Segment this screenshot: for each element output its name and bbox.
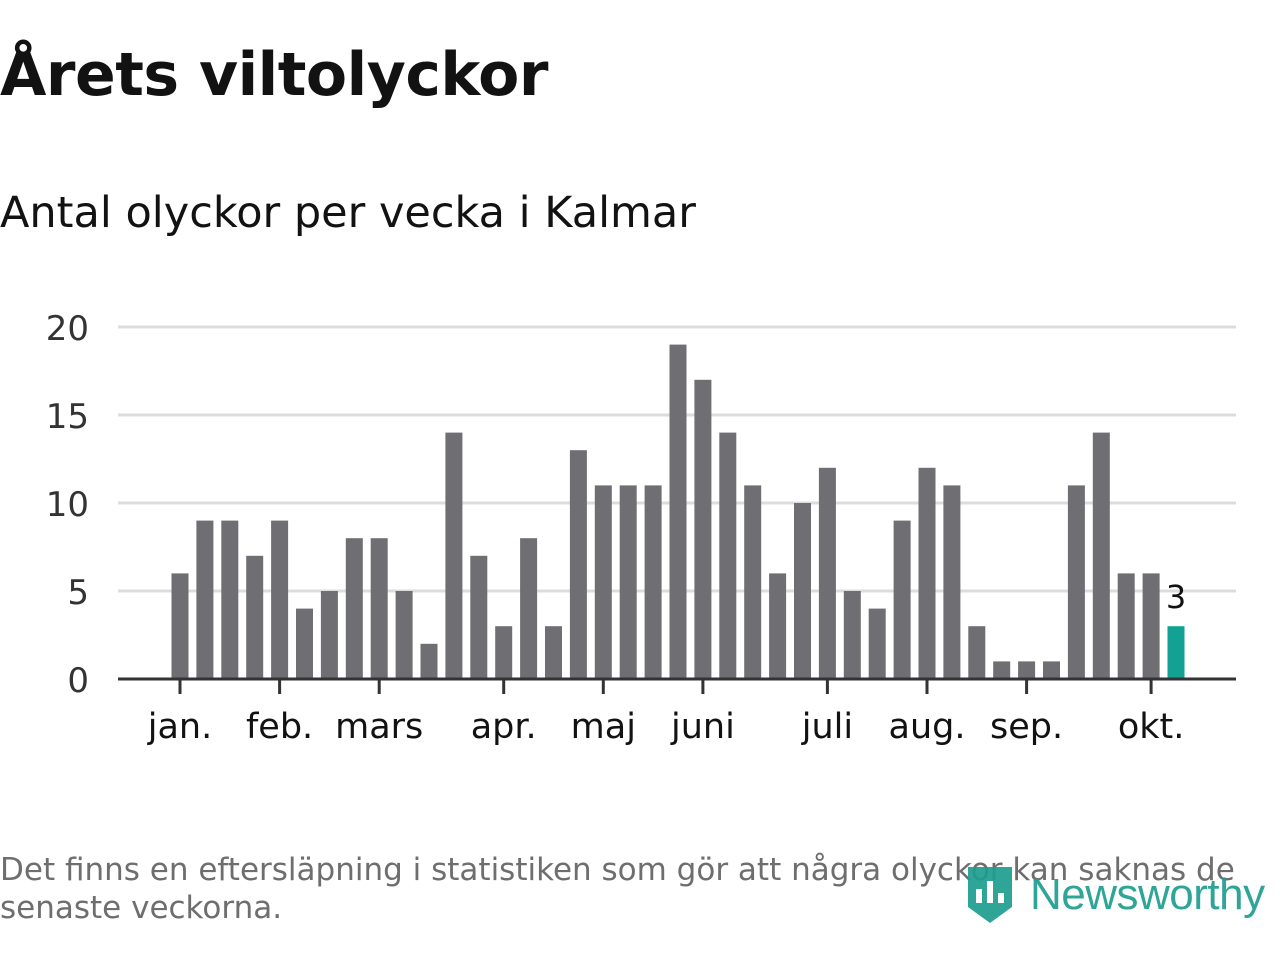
bar <box>993 661 1011 679</box>
bar <box>918 467 936 679</box>
bar <box>1092 432 1110 679</box>
x-tick-label: mars <box>335 707 423 747</box>
bar <box>221 520 239 679</box>
bar <box>669 344 687 679</box>
y-tick-label: 10 <box>46 485 89 525</box>
y-tick-label: 0 <box>67 661 89 701</box>
bar <box>569 450 587 679</box>
bar <box>495 626 513 679</box>
bar <box>320 591 338 679</box>
bar <box>818 467 836 679</box>
bar <box>694 379 712 679</box>
bar <box>246 555 264 679</box>
bar <box>420 643 438 679</box>
chart-title: Årets viltolyckor <box>0 40 549 110</box>
bar-highlight <box>1167 626 1185 679</box>
bar <box>644 485 662 679</box>
x-tick-label: juli <box>801 707 853 747</box>
bar <box>794 503 811 679</box>
brand-name: Newsworthy <box>1030 870 1265 919</box>
bar <box>271 520 289 679</box>
bar <box>445 432 463 679</box>
x-tick-label: maj <box>571 707 636 747</box>
bar <box>868 608 886 679</box>
data-label-latest: 3 <box>1166 578 1186 616</box>
data-labels: 3 <box>1166 578 1186 616</box>
x-tick-label: apr. <box>471 707 537 747</box>
bar <box>943 485 961 679</box>
bar <box>345 538 363 679</box>
bar <box>769 573 787 679</box>
y-tick-label: 20 <box>46 309 89 349</box>
bar <box>196 520 214 679</box>
bar <box>594 485 612 679</box>
bar <box>968 626 986 679</box>
bar <box>1142 573 1160 679</box>
y-tick-label: 5 <box>67 573 89 613</box>
y-tick-label: 15 <box>46 397 89 437</box>
bar <box>1043 661 1060 679</box>
bar <box>744 485 762 679</box>
x-tick-label: juni <box>670 707 735 747</box>
bar <box>619 485 637 679</box>
chart-subtitle: Antal olyckor per vecka i Kalmar <box>0 188 696 238</box>
bar <box>171 573 189 679</box>
bar <box>545 626 562 679</box>
x-axis-ticks: jan. feb. mars apr. maj juni juli aug. sep. okt. <box>147 679 1185 747</box>
bar <box>370 538 388 679</box>
bar <box>893 520 911 679</box>
bar <box>395 591 413 679</box>
bar <box>1067 485 1085 679</box>
x-tick-label: okt. <box>1118 707 1185 747</box>
bar <box>470 555 488 679</box>
bars <box>171 344 1185 679</box>
x-tick-label: aug. <box>889 707 966 747</box>
x-tick-label: sep. <box>990 707 1063 747</box>
x-tick-label: feb. <box>246 707 313 747</box>
footnote: Det finns en eftersläpning i statistiken… <box>0 852 1235 926</box>
bar <box>719 432 737 679</box>
bar <box>520 538 538 679</box>
x-tick-label: jan. <box>147 707 212 747</box>
bar <box>1018 661 1036 679</box>
bar <box>843 591 861 679</box>
bar-chart: 0 5 10 15 20 jan. feb. mars apr. maj juni juli aug.… <box>46 309 1236 747</box>
bar <box>296 608 313 679</box>
newsworthy-logo-icon <box>968 867 1012 923</box>
y-axis-ticks: 0 5 10 15 20 <box>46 309 89 701</box>
brand-logo: Newsworthy <box>964 862 1265 928</box>
bar <box>1117 573 1135 679</box>
